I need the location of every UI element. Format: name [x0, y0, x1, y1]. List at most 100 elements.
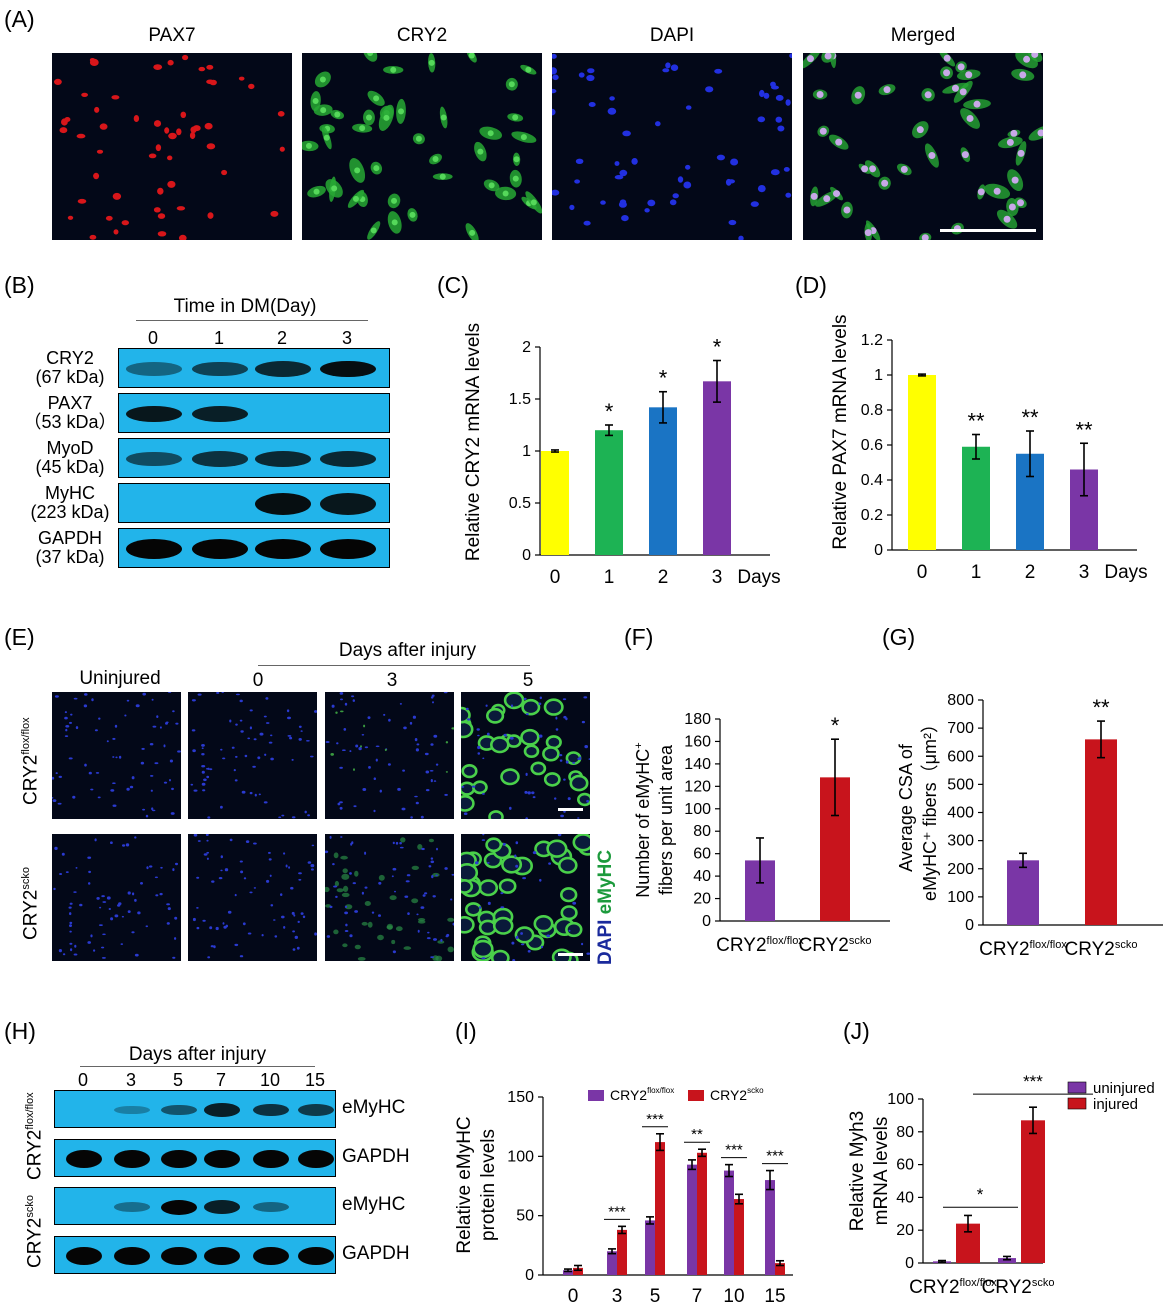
band-h-0-gapdh-0 — [66, 1150, 102, 1168]
micrograph-merged — [803, 53, 1043, 240]
bar-G-0 — [1007, 860, 1039, 925]
blot-b-day-3: 3 — [341, 328, 352, 348]
panel-e-header-line — [258, 665, 530, 666]
ylabel-j-1: Relative Myh3 — [847, 1111, 868, 1231]
blot-h-day-1: 3 — [125, 1070, 136, 1090]
blot-h-label-1-gapdh: GAPDH — [342, 1243, 410, 1264]
band-pax7-0 — [126, 405, 182, 423]
band-h-0-gapdh-2 — [161, 1150, 197, 1168]
ylabel-i-1: Relative eMyHC — [454, 1116, 475, 1253]
band-gapdh-0 — [126, 539, 182, 559]
ytick-F-7: 140 — [684, 756, 711, 773]
bar-i-1-0 — [573, 1267, 583, 1275]
ylabel-g-1: Average CSA of — [896, 743, 916, 872]
ytick-G-3: 300 — [947, 833, 974, 850]
ytick-J-0: 0 — [905, 1255, 914, 1272]
ytick-F-1: 20 — [693, 891, 711, 908]
band-h-1-gapdh-5 — [298, 1247, 334, 1265]
col-day5: 5 — [522, 670, 534, 691]
band-myod-3 — [320, 451, 376, 467]
row-label-scko: CRY2scko — [20, 867, 42, 940]
chart-g-csa: 0 100 200 300 400 500 600 700 800 CRY2flox/flox **… — [896, 692, 1163, 960]
blot-b-header-line — [136, 320, 368, 321]
blot-b-day-2: 2 — [276, 328, 287, 348]
blot-b-kda-myhc: (223 kDa) — [30, 502, 110, 522]
band-h-1-gapdh-0 — [66, 1247, 102, 1265]
blot-h-header: Days after injury — [128, 1044, 267, 1065]
blot-h-day-5: 15 — [304, 1070, 326, 1090]
blot-h-day-0: 0 — [77, 1070, 88, 1090]
blot-h-day-2: 5 — [172, 1070, 183, 1090]
xtick-C-0: 0 — [550, 567, 561, 588]
blot-b-kda-gapdh: (37 kDa) — [35, 547, 105, 567]
title-cry2: CRY2 — [396, 25, 448, 46]
band-h-0-emyhc-1 — [114, 1105, 150, 1115]
chart-i-emyhc-protein: 0 50 100 150 0 3 *** 5 *** 7 ** 10 *** 15 *** Relative … — [454, 1086, 793, 1307]
ytick-I-1: 50 — [516, 1208, 534, 1225]
legend-label-i-0: CRY2flox/flox — [610, 1086, 674, 1103]
blot-b-label-gapdh: GAPDH — [37, 528, 102, 548]
micrograph-scko-uninjured — [52, 834, 181, 961]
sig-i-2: *** — [646, 1111, 664, 1128]
ytick-F-6: 120 — [684, 778, 711, 795]
xtick-i-5: 15 — [764, 1286, 785, 1307]
micrograph-scko-day3 — [325, 834, 454, 961]
blot-h-group-scko: CRY2scko — [24, 1195, 46, 1268]
sig-D-1: ** — [967, 409, 985, 434]
ylabel-i-2: protein levels — [478, 1129, 499, 1241]
xtick-i-4: 10 — [723, 1286, 744, 1307]
blot-b-strip-myod — [118, 438, 390, 478]
bar-i-0-1 — [607, 1251, 617, 1275]
ytick-D-6: 1.2 — [861, 332, 883, 349]
bar-j-0-1 — [998, 1258, 1016, 1263]
micrograph-scko-day0 — [188, 834, 317, 961]
sig-D-2: ** — [1021, 405, 1039, 430]
blot-b-kda-myod: (45 kDa) — [35, 457, 105, 477]
bar-i-1-3 — [697, 1152, 707, 1275]
blot-h-header-line — [80, 1066, 315, 1067]
blot-h-label-1-emyhc: eMyHC — [342, 1194, 406, 1215]
legend-swatch-i-0 — [588, 1090, 604, 1101]
chart-j-myh3-mrna: 020406080100CRY2flox/floxCRY2scko****Rel… — [847, 1072, 1155, 1298]
bar-j-1-1 — [1021, 1120, 1045, 1263]
band-h-0-gapdh-3 — [204, 1150, 240, 1168]
sig-C-1: * — [605, 399, 614, 424]
chart-f-emyhc-fibers: 0 20 40 60 80 100 120 140 160 180 CRY2flox/flox * CR… — [633, 711, 890, 956]
band-h-1-emyhc-3 — [204, 1200, 240, 1214]
blot-b-strip-cry2 — [118, 348, 390, 388]
bar-C-0 — [541, 451, 569, 555]
panel-label-b: (B) — [4, 272, 35, 298]
ytick-G-8: 800 — [947, 692, 974, 709]
blot-h-strip-0-gapdh — [54, 1139, 336, 1177]
scale-bar — [940, 229, 1036, 232]
xtick-C-1: 1 — [604, 567, 615, 588]
ytick-G-1: 100 — [947, 889, 974, 906]
micrograph-scko-day5 — [461, 834, 590, 961]
bar-C-1 — [595, 430, 623, 555]
ytick-G-7: 700 — [947, 720, 974, 737]
sig-i-5: *** — [766, 1148, 784, 1165]
band-h-0-gapdh-4 — [253, 1150, 289, 1168]
xtick-F-0: CRY2flox/flox — [716, 935, 804, 956]
blot-b-label-myhc: MyHC — [45, 483, 95, 503]
panel-label-f: (F) — [624, 624, 654, 650]
sig-i-4: *** — [725, 1142, 743, 1159]
col-day0: 0 — [252, 670, 264, 691]
band-myhc-3 — [320, 493, 376, 515]
ytick-D-1: 0.2 — [861, 507, 883, 524]
blot-h-strip-1-emyhc — [54, 1187, 336, 1225]
ytick-J-3: 60 — [896, 1157, 914, 1174]
ytick-J-5: 100 — [887, 1091, 914, 1108]
blot-h-label-0-emyhc: eMyHC — [342, 1097, 406, 1118]
xtick-i-3: 7 — [692, 1286, 703, 1307]
band-h-0-emyhc-3 — [204, 1103, 240, 1117]
ylabel-c: Relative CRY2 mRNA levels — [463, 323, 484, 561]
ylabel-f-2: fibers per unit area — [656, 744, 676, 895]
ytick-F-9: 180 — [684, 711, 711, 728]
sig-F-1: * — [831, 713, 840, 738]
micrograph-dapi — [552, 53, 792, 240]
ytick-F-0: 0 — [702, 913, 711, 930]
col-day3: 3 — [386, 670, 398, 691]
stain-legend: DAPI eMyHC — [595, 849, 616, 965]
ytick-J-2: 40 — [896, 1189, 914, 1206]
